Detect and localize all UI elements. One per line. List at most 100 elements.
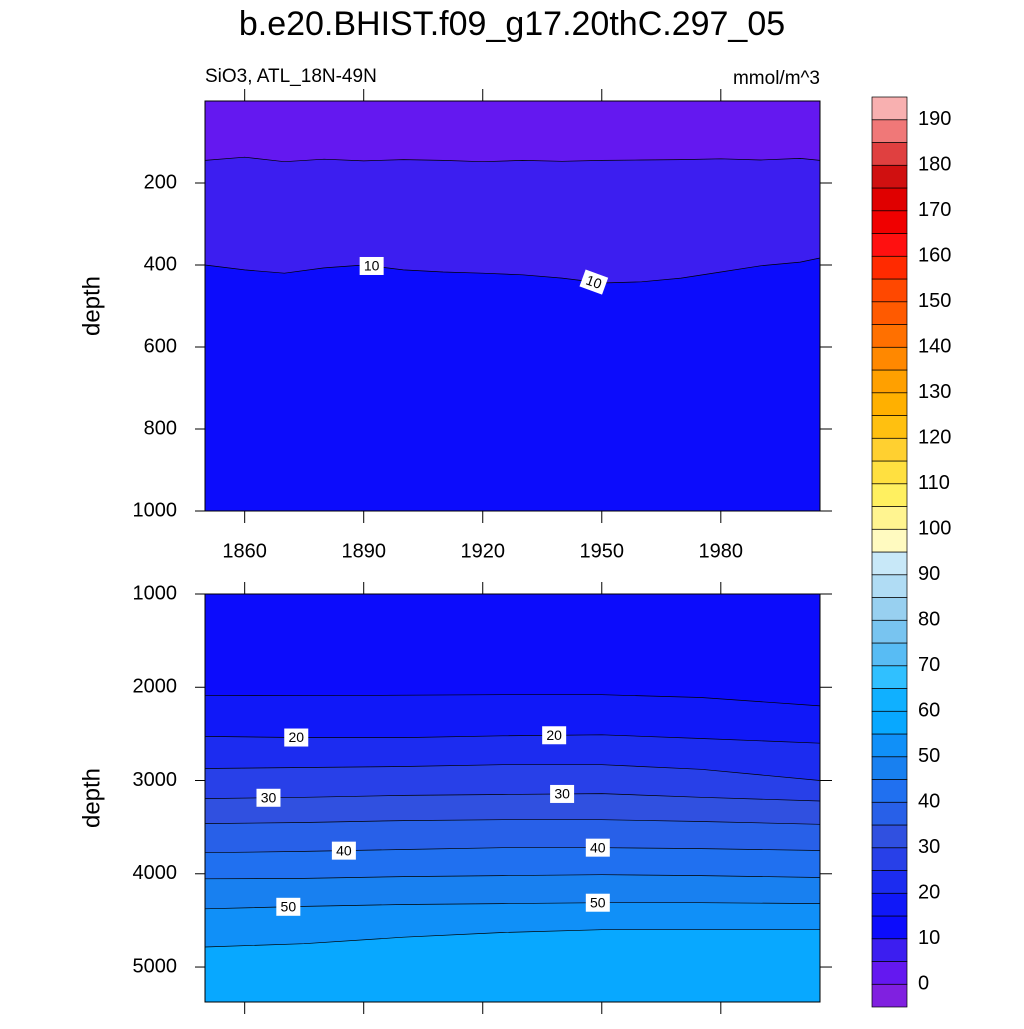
colorbar-box	[871, 324, 908, 348]
colorbar-box	[871, 551, 908, 576]
contour-label-bg	[359, 256, 384, 275]
contour-fill	[205, 847, 820, 880]
colorbar-box	[871, 801, 908, 826]
colorbar-label: 190	[918, 108, 951, 130]
colorbar-label: 160	[918, 245, 951, 267]
y-axis-label: depth	[78, 768, 105, 828]
contour-label: 30	[256, 788, 281, 807]
contour-line	[205, 929, 820, 948]
y-tick-label: 1000	[133, 582, 178, 604]
colorbar-label: 150	[918, 290, 951, 312]
colorbar-box	[871, 710, 908, 735]
y-tick-label: 200	[144, 171, 177, 193]
plot-frame	[204, 593, 821, 1003]
colorbar-box	[871, 437, 908, 462]
x-tick-label: 1890	[341, 540, 386, 562]
colorbar-box	[871, 665, 908, 689]
contour-label-text: 30	[261, 789, 277, 805]
colorbar-label: 130	[918, 381, 951, 403]
contour-fill	[205, 594, 820, 707]
contour-label: 20	[284, 728, 309, 747]
y-tick-label: 600	[144, 335, 177, 357]
contour-label: 10	[359, 256, 384, 275]
colorbar-box	[871, 210, 908, 234]
colorbar-label: 40	[918, 791, 940, 813]
colorbar-label: 170	[918, 199, 951, 221]
plot-frame	[204, 100, 821, 512]
colorbar-box	[871, 915, 908, 940]
x-tick-label: 1950	[580, 540, 625, 562]
contour-line	[205, 764, 820, 781]
colorbar-label: 20	[918, 882, 940, 904]
contour-label-bg	[256, 788, 281, 807]
colorbar-box	[871, 597, 908, 621]
colorbar-box	[871, 642, 908, 667]
colorbar-label: 10	[918, 927, 940, 949]
contour-label-text: 20	[546, 727, 562, 743]
colorbar-box	[871, 164, 908, 189]
contour-line	[205, 819, 820, 825]
colorbar-label: 60	[918, 700, 940, 722]
contour-line	[205, 902, 820, 910]
y-tick-label: 5000	[133, 955, 178, 977]
colorbar-box	[871, 779, 908, 803]
contour-label: 20	[542, 726, 567, 745]
colorbar-box	[871, 938, 908, 962]
contour-line	[205, 793, 820, 802]
chart-title: b.e20.BHIST.f09_g17.20thC.297_05	[239, 5, 785, 43]
colorbar-box	[871, 392, 908, 416]
colorbar-box	[871, 255, 908, 280]
colorbar-box	[871, 142, 908, 166]
x-tick-label: 1920	[460, 540, 505, 562]
contour-line	[205, 257, 820, 284]
colorbar-box	[871, 847, 908, 871]
colorbar-label: 80	[918, 609, 940, 631]
colorbar-box	[871, 574, 908, 598]
contour-label-text: 10	[584, 272, 604, 292]
contour-label-bg	[585, 893, 610, 912]
contour-fill	[205, 101, 820, 162]
colorbar-box	[871, 892, 908, 917]
plot-area	[205, 101, 820, 511]
y-tick-label: 3000	[133, 769, 178, 791]
contour-label: 10	[579, 269, 609, 295]
colorbar-box	[871, 278, 908, 303]
contour-label: 40	[331, 841, 356, 860]
contour-label: 40	[585, 838, 610, 857]
colorbar-box	[871, 96, 908, 121]
contour-label-text: 20	[288, 729, 304, 745]
y-tick-label: 400	[144, 253, 177, 275]
contour-label: 50	[276, 897, 301, 916]
colorbar-label: 90	[918, 563, 940, 585]
colorbar-box	[871, 187, 908, 212]
contour-label-bg	[585, 838, 610, 857]
colorbar-box	[871, 119, 908, 143]
colorbar-box	[871, 961, 908, 985]
y-tick-label: 800	[144, 417, 177, 439]
contour-line	[205, 847, 820, 854]
colorbar-label: 30	[918, 836, 940, 858]
right-subtitle: mmol/m^3	[733, 68, 820, 89]
colorbar-label: 70	[918, 654, 940, 676]
contour-label-text: 40	[590, 839, 606, 855]
contour-label-text: 10	[364, 258, 380, 274]
contour-label-bg	[550, 784, 575, 803]
x-tick-label: 1980	[699, 540, 744, 562]
colorbar-label: 120	[918, 427, 951, 449]
y-tick-label: 4000	[133, 862, 178, 884]
colorbar-box	[871, 506, 908, 530]
colorbar-label: 140	[918, 336, 951, 358]
contour-line	[205, 694, 820, 707]
contour-line	[205, 156, 820, 163]
contour-label-bg	[276, 897, 301, 916]
colorbar-box	[871, 346, 908, 371]
contour-label-text: 50	[590, 894, 606, 910]
contour-label-text: 50	[281, 899, 297, 915]
contour-label-bg	[284, 728, 309, 747]
colorbar-label: 110	[918, 472, 950, 494]
colorbar-box	[871, 983, 908, 1008]
contour-label-text: 30	[554, 786, 570, 802]
colorbar-box	[871, 756, 908, 780]
x-tick-label: 1860	[222, 540, 267, 562]
contour-fill	[205, 156, 820, 284]
